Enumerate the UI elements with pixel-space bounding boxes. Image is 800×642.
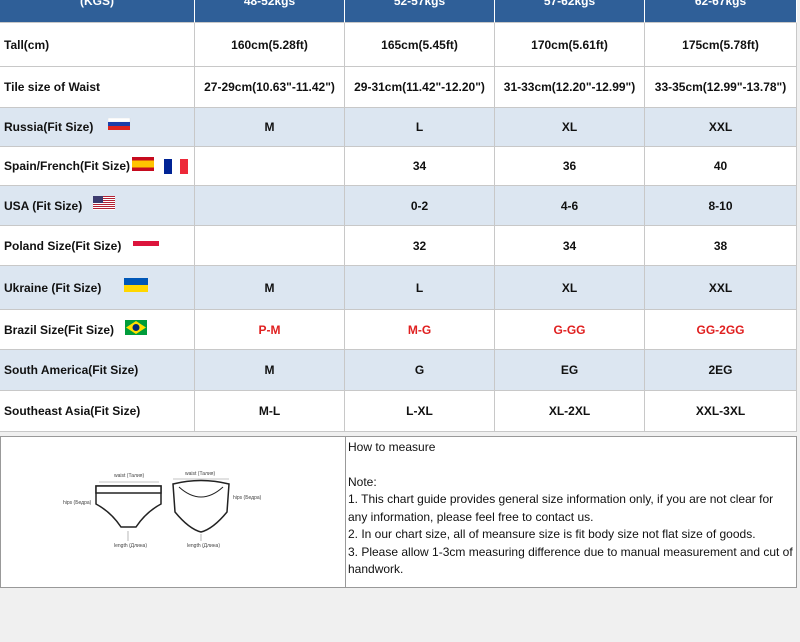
- table-cell: L: [345, 266, 495, 310]
- header-text: 48-52kgs: [243, 0, 296, 8]
- table-cell: 33-35cm(12.99"-13.78"): [645, 67, 797, 108]
- header-cell: 52-57kgs: [345, 0, 495, 23]
- diagram-label: hips (Бедра): [63, 500, 92, 506]
- table-cell: 32: [345, 226, 495, 266]
- table-cell: 170cm(5.61ft): [495, 23, 645, 67]
- table-cell: 2EG: [645, 350, 797, 391]
- flag-icon: [124, 278, 148, 292]
- note-item: 2. In our chart size, all of meansure si…: [348, 527, 756, 541]
- diagram-label: hips (Бедра): [233, 495, 262, 501]
- table-cell: M-L: [195, 391, 345, 432]
- measure-section: waist (Талия) waist (Талия) hips (Бедра)…: [0, 436, 797, 588]
- diagram-label: length (Длина): [187, 543, 220, 549]
- row-label: Ukraine (Fit Size): [0, 266, 195, 310]
- table-cell: 34: [345, 147, 495, 186]
- panty-back: [172, 479, 230, 533]
- waistband: [95, 485, 162, 494]
- notes-heading: Note:: [348, 474, 377, 489]
- row-label: Spain/French(Fit Size): [0, 147, 195, 186]
- note-item: 3. Please allow 1-3cm measuring differen…: [348, 544, 793, 577]
- header-text: 57-62kgs: [543, 0, 596, 8]
- table-cell: 29-31cm(11.42"-12.20"): [345, 67, 495, 108]
- table-cell: M-G: [345, 310, 495, 350]
- row-label: Brazil Size(Fit Size): [0, 310, 195, 350]
- table-cell: [195, 186, 345, 226]
- table-cell: 0-2: [345, 186, 495, 226]
- table-cell: 165cm(5.45ft): [345, 23, 495, 67]
- header-text: (KGS): [80, 0, 114, 8]
- table-cell: 8-10: [645, 186, 797, 226]
- header-cell: (KGS): [0, 0, 195, 23]
- header-cell: 48-52kgs: [195, 0, 345, 23]
- notes-title: How to measure: [348, 440, 436, 454]
- row-label: South America(Fit Size): [0, 350, 195, 391]
- table-cell: 27-29cm(10.63"-11.42"): [195, 67, 345, 108]
- header-text: 52-57kgs: [393, 0, 446, 8]
- table-cell: 38: [645, 226, 797, 266]
- row-label: Russia(Fit Size): [0, 108, 195, 147]
- row-label: Tall(cm): [0, 23, 195, 67]
- panty-line: [178, 486, 224, 498]
- table-cell: XL-2XL: [495, 391, 645, 432]
- flag-icon: [133, 236, 159, 246]
- table-cell: G-GG: [495, 310, 645, 350]
- notes: How to measure Note: 1. This chart guide…: [345, 437, 796, 587]
- table-cell: EG: [495, 350, 645, 391]
- flag-icon: [132, 156, 154, 171]
- table-cell: M: [195, 108, 345, 147]
- flag-icon: [125, 320, 147, 335]
- diagram-label: waist (Талия): [114, 473, 144, 479]
- flag-icon: [164, 159, 188, 174]
- table-cell: GG-2GG: [645, 310, 797, 350]
- table-cell: 34: [495, 226, 645, 266]
- table-cell: 160cm(5.28ft): [195, 23, 345, 67]
- row-label: Southeast Asia(Fit Size): [0, 391, 195, 432]
- flag-icon: [108, 117, 131, 130]
- table-cell: P-M: [195, 310, 345, 350]
- table-cell: 36: [495, 147, 645, 186]
- header-text: 62-67kgs: [694, 0, 747, 8]
- table-cell: G: [345, 350, 495, 391]
- table-cell: 31-33cm(12.20"-12.99"): [495, 67, 645, 108]
- table-cell: M: [195, 266, 345, 310]
- panty-front: [95, 485, 162, 528]
- table-cell: [195, 226, 345, 266]
- table-cell: L: [345, 108, 495, 147]
- note-item: 1. This chart guide provides general siz…: [348, 492, 774, 524]
- diagram-label: length (Длина): [114, 543, 147, 549]
- table-cell: XXL: [645, 266, 797, 310]
- row-label: Tile size of Waist: [0, 67, 195, 108]
- measure-diagram: waist (Талия) waist (Талия) hips (Бедра)…: [63, 471, 262, 549]
- table-cell: XL: [495, 108, 645, 147]
- table-cell: XXL: [645, 108, 797, 147]
- row-label: Poland Size(Fit Size): [0, 226, 195, 266]
- table-cell: 175cm(5.78ft): [645, 23, 797, 67]
- table-cell: XL: [495, 266, 645, 310]
- table-cell: 4-6: [495, 186, 645, 226]
- flag-icon: [93, 196, 115, 210]
- table-cell: XXL-3XL: [645, 391, 797, 432]
- header-cell: 62-67kgs: [645, 0, 797, 23]
- table-cell: M: [195, 350, 345, 391]
- table-cell: [195, 147, 345, 186]
- table-cell: L-XL: [345, 391, 495, 432]
- diagram-label: waist (Талия): [185, 471, 215, 477]
- table-cell: 40: [645, 147, 797, 186]
- header-cell: 57-62kgs: [495, 0, 645, 23]
